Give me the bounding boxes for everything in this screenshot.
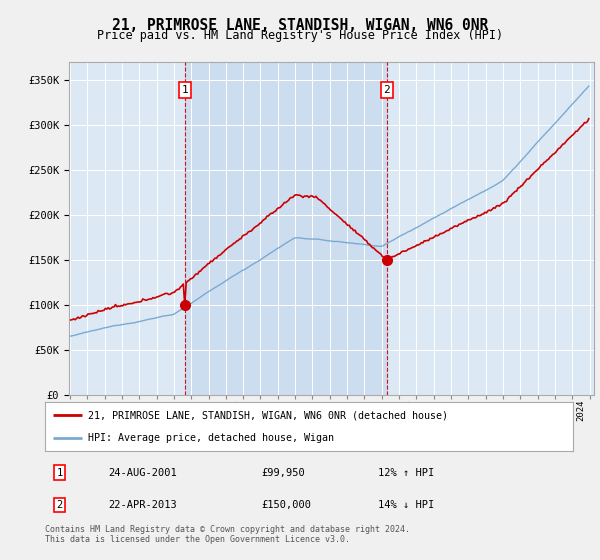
Text: 1: 1 (181, 85, 188, 95)
Text: 12% ↑ HPI: 12% ↑ HPI (377, 468, 434, 478)
Text: £150,000: £150,000 (262, 500, 311, 510)
Text: £99,950: £99,950 (262, 468, 305, 478)
Text: HPI: Average price, detached house, Wigan: HPI: Average price, detached house, Wiga… (88, 433, 334, 444)
Text: 21, PRIMROSE LANE, STANDISH, WIGAN, WN6 0NR: 21, PRIMROSE LANE, STANDISH, WIGAN, WN6 … (112, 18, 488, 33)
Text: Price paid vs. HM Land Registry's House Price Index (HPI): Price paid vs. HM Land Registry's House … (97, 29, 503, 42)
Text: 21, PRIMROSE LANE, STANDISH, WIGAN, WN6 0NR (detached house): 21, PRIMROSE LANE, STANDISH, WIGAN, WN6 … (88, 410, 448, 421)
Bar (185, 62, 387, 395)
Text: 24-AUG-2001: 24-AUG-2001 (109, 468, 177, 478)
Text: 2: 2 (56, 500, 63, 510)
Text: 1: 1 (56, 468, 63, 478)
Text: 14% ↓ HPI: 14% ↓ HPI (377, 500, 434, 510)
Text: 22-APR-2013: 22-APR-2013 (109, 500, 177, 510)
Text: 2: 2 (383, 85, 390, 95)
Text: Contains HM Land Registry data © Crown copyright and database right 2024.
This d: Contains HM Land Registry data © Crown c… (45, 525, 410, 544)
